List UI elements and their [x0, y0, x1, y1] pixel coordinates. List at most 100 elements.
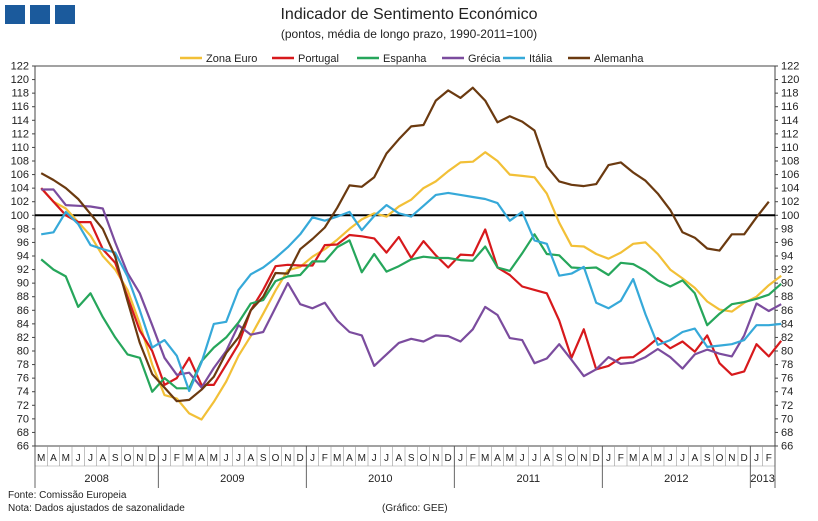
y-tick-label-right: 122	[781, 61, 799, 73]
y-tick-label-right: 104	[781, 183, 799, 195]
legend-label: Portugal	[298, 53, 339, 65]
x-month-label: M	[62, 453, 70, 464]
y-tick-label-left: 106	[11, 169, 29, 181]
chart-title: Indicador de Sentimento Económico	[280, 6, 538, 23]
x-month-label: J	[236, 453, 241, 464]
x-year-label: 2009	[220, 473, 244, 485]
y-tick-label-left: 98	[17, 223, 29, 235]
x-month-label: D	[149, 453, 156, 464]
footer-credit: (Gráfico: GEE)	[382, 503, 448, 514]
footer-note: Nota: Dados ajustados de sazonalidade	[8, 503, 185, 514]
y-tick-label-left: 84	[17, 318, 29, 330]
x-month-label: J	[606, 453, 611, 464]
y-tick-label-right: 116	[781, 101, 799, 113]
legend-label: Grécia	[468, 53, 501, 65]
x-month-label: D	[741, 453, 748, 464]
x-month-label: O	[272, 453, 280, 464]
header-square-2	[30, 5, 50, 24]
x-month-label: S	[112, 453, 119, 464]
legend-label: Itália	[529, 53, 553, 65]
y-tick-label-left: 114	[11, 115, 29, 127]
y-tick-label-right: 100	[781, 210, 799, 222]
y-tick-label-right: 110	[781, 142, 799, 154]
series-line-espanha	[40, 233, 782, 393]
x-month-label: J	[754, 453, 759, 464]
y-tick-label-right: 92	[781, 264, 793, 276]
y-tick-label-right: 76	[781, 373, 793, 385]
y-tick-label-left: 86	[17, 305, 29, 317]
x-month-label: J	[668, 453, 673, 464]
y-tick-label-right: 88	[781, 291, 793, 303]
x-month-label: M	[506, 453, 514, 464]
y-tick-label-right: 78	[781, 359, 793, 371]
x-month-label: M	[358, 453, 366, 464]
x-month-label: F	[766, 453, 772, 464]
x-month-label: N	[136, 453, 143, 464]
x-month-label: A	[247, 453, 254, 464]
y-tick-label-right: 66	[781, 441, 793, 453]
y-tick-label-left: 80	[17, 346, 29, 358]
x-month-label: F	[618, 453, 624, 464]
x-month-label: D	[445, 453, 452, 464]
x-year-label: 2010	[368, 473, 392, 485]
y-tick-label-right: 94	[781, 251, 793, 263]
x-month-label: F	[470, 453, 476, 464]
x-month-label: F	[322, 453, 328, 464]
x-month-label: J	[224, 453, 229, 464]
legend-label: Alemanha	[594, 53, 644, 65]
y-tick-label-right: 86	[781, 305, 793, 317]
x-month-label: J	[384, 453, 389, 464]
series-line-alemanha	[40, 86, 770, 403]
x-month-label: J	[532, 453, 537, 464]
series-line-zonaeuro	[40, 151, 782, 421]
x-year-label: 2012	[664, 473, 688, 485]
x-month-label: J	[310, 453, 315, 464]
y-tick-label-right: 118	[781, 88, 799, 100]
y-tick-label-right: 112	[781, 128, 799, 140]
x-month-label: M	[481, 453, 489, 464]
y-tick-label-right: 84	[781, 318, 793, 330]
y-tick-label-left: 100	[11, 210, 29, 222]
y-tick-label-right: 106	[781, 169, 799, 181]
x-month-label: M	[210, 453, 218, 464]
x-month-label: A	[543, 453, 550, 464]
y-tick-label-left: 78	[17, 359, 29, 371]
y-tick-label-right: 96	[781, 237, 793, 249]
y-tick-label-left: 122	[11, 61, 29, 73]
y-tick-label-left: 68	[17, 427, 29, 439]
x-month-label: D	[593, 453, 600, 464]
x-month-label: M	[654, 453, 662, 464]
x-month-label: A	[198, 453, 205, 464]
footer-source: Fonte: Comissão Europeia	[8, 490, 127, 501]
x-month-label: O	[716, 453, 724, 464]
x-month-label: N	[432, 453, 439, 464]
y-tick-label-right: 80	[781, 346, 793, 358]
y-tick-label-right: 70	[781, 413, 793, 425]
x-month-label: S	[408, 453, 415, 464]
x-month-label: A	[691, 453, 698, 464]
x-month-label: J	[458, 453, 463, 464]
y-tick-label-left: 82	[17, 332, 29, 344]
y-tick-label-left: 118	[11, 88, 29, 100]
x-month-label: J	[88, 453, 93, 464]
y-tick-label-left: 104	[11, 183, 29, 195]
y-tick-label-left: 74	[17, 386, 29, 398]
y-tick-label-right: 82	[781, 332, 793, 344]
y-tick-label-left: 116	[11, 101, 29, 113]
y-tick-label-left: 72	[17, 400, 29, 412]
x-month-label: A	[494, 453, 501, 464]
x-month-label: M	[185, 453, 193, 464]
x-year-label: 2013	[750, 473, 774, 485]
series-line-portugal	[40, 187, 783, 386]
y-tick-label-left: 120	[11, 74, 29, 86]
legend-label: Zona Euro	[206, 53, 257, 65]
x-month-label: O	[568, 453, 576, 464]
x-month-label: A	[642, 453, 649, 464]
y-tick-label-left: 88	[17, 291, 29, 303]
y-tick-label-left: 102	[11, 196, 29, 208]
series-line-itlia	[41, 191, 782, 393]
y-tick-label-left: 94	[17, 251, 29, 263]
y-tick-label-left: 70	[17, 413, 29, 425]
x-month-label: F	[174, 453, 180, 464]
y-tick-label-right: 90	[781, 278, 793, 290]
